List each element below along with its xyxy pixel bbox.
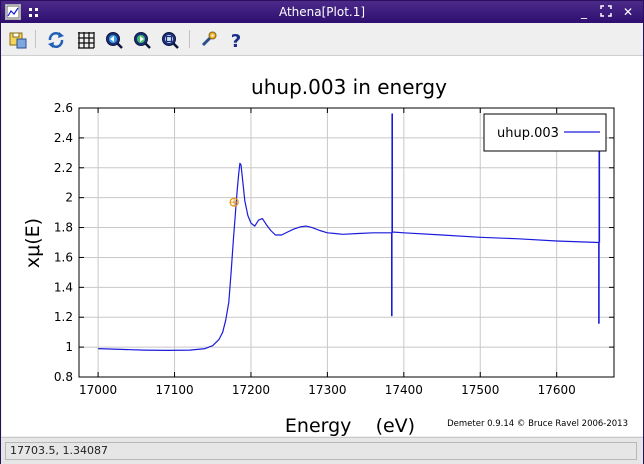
chart-svg[interactable]: uhup.003 in energy 17000 17100 17200 17300 1… [2,56,643,436]
help-icon[interactable]: ? [225,29,247,51]
x-tick-label: 17200 [232,383,270,397]
plot-canvas[interactable]: uhup.003 in energy 17000 17100 17200 17300 1… [2,56,643,436]
y-tick-label: 1.6 [54,250,73,264]
svg-text:?: ? [231,31,241,50]
legend-box [483,113,607,152]
refresh-icon[interactable] [45,29,67,51]
zoom-in-icon[interactable] [103,29,125,51]
x-tick-label: 17000 [79,383,117,397]
credit-footer: Demeter 0.9.14 © Bruce Ravel 2006-2013 [447,419,628,429]
settings-wrench-icon[interactable] [197,29,219,51]
window-app-icon[interactable] [5,4,21,20]
close-button[interactable]: ✕ [622,5,634,19]
legend: uhup.003 [483,113,607,152]
status-bar: 17703.5, 1.34087 [1,437,643,464]
energy-marker [229,197,239,207]
chart-title: uhup.003 in energy [251,75,447,99]
x-tick-label: 17100 [155,383,193,397]
zoom-reset-icon[interactable] [159,29,181,51]
x-tick-label: 17600 [538,383,576,397]
plot-frame [78,107,615,378]
maximize-button[interactable] [599,5,613,19]
minimize-button[interactable]: _ [581,5,587,19]
toolbar-separator [189,30,190,48]
y-tick-label: 1.4 [54,280,73,294]
save-icon[interactable] [7,29,29,51]
y-tick-label: 2.2 [54,161,73,175]
title-bar: Athena[Plot.1] _ ✕ [1,1,643,23]
y-tick-label: 2.4 [54,131,73,145]
series-line [98,113,601,351]
legend-label: uhup.003 [497,126,559,141]
y-tick-label: 1 [65,340,73,354]
x-axis-label: Energy (eV) [285,415,415,436]
x-tick-label: 17400 [385,383,423,397]
y-tick-label: 1.2 [54,310,73,324]
y-tick-label: 2 [65,191,73,205]
maximize-icon [600,5,612,17]
window-title: Athena[Plot.1] [278,5,366,19]
toolbar-separator [35,30,36,48]
y-tick-label: 1.8 [54,221,73,235]
y-tick-label: 2.6 [54,101,73,115]
zoom-out-icon[interactable] [131,29,153,51]
window-menu-icon[interactable] [29,7,39,17]
y-tick-label: 0.8 [54,370,73,384]
plot-toolbar: ? [1,23,643,56]
x-tick-label: 17500 [461,383,499,397]
cursor-coordinates: 17703.5, 1.34087 [5,442,637,460]
y-axis-label: xμ(E) [22,218,44,268]
grid-icon[interactable] [75,29,97,51]
x-tick-label: 17300 [308,383,346,397]
